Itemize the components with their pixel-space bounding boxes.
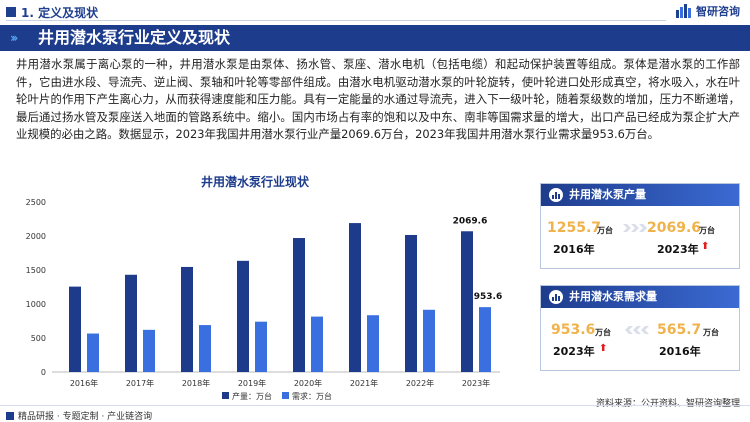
demand-card-title: 井用潜水泵需求量 [569, 290, 657, 303]
top-divider [6, 20, 666, 21]
y-tick-label: 1000 [26, 300, 46, 309]
up-arrow-icon: ⬆ [599, 343, 608, 354]
legend-label: 需求：万台 [292, 391, 332, 401]
demand-bar [367, 315, 379, 372]
bar-chart: 0 500 1000 1500 2000 2500 2016年 2017年 2018年 2019年… [26, 198, 503, 401]
footer-tagline: 精品研报 · 专题定制 · 产业链咨询 [6, 409, 152, 422]
demand-bar [87, 333, 99, 372]
production-bar [293, 238, 305, 372]
production-bar [181, 266, 193, 372]
production-card: 井用潜水泵产量 1255.7 万台 2016年 2069.6 万台 2023年 … [540, 183, 740, 269]
brand: 智研咨询 [676, 3, 740, 19]
y-tick-label: 2000 [26, 232, 46, 241]
production-data-label: 2069.6 [453, 216, 488, 226]
demand-bar [199, 325, 211, 372]
production-old-value: 1255.7 [547, 220, 602, 236]
demand-data-label: 953.6 [474, 292, 502, 302]
demand-card: 井用潜水泵需求量 953.6 万台 2023年 ⬆ 565.7 万台 2016年 [540, 285, 740, 371]
bar-chart-icon [549, 290, 563, 304]
footer-text: 精品研报 · 专题定制 · 产业链咨询 [18, 412, 153, 422]
x-tick-label: 2021年 [350, 378, 378, 388]
production-new-unit: 万台 [699, 226, 715, 235]
x-tick-label: 2023年 [462, 378, 490, 388]
top-bar: 1. 定义及现状 智研咨询 [0, 0, 750, 22]
chevrons-icon: ››› [10, 31, 19, 45]
production-card-title: 井用潜水泵产量 [569, 188, 646, 201]
demand-new-value: 953.6 [551, 322, 596, 338]
brand-name: 智研咨询 [696, 5, 740, 18]
x-tick-label: 2016年 [70, 378, 98, 388]
description-paragraph: 井用潜水泵属于离心泵的一种，井用潜水泵是由泵体、扬水管、泵座、潜水电机（包括电缆… [16, 57, 740, 142]
footer-square-icon [6, 411, 14, 420]
x-tick-label: 2020年 [294, 378, 322, 388]
x-tick-label: 2022年 [406, 378, 434, 388]
production-bar [405, 234, 417, 372]
production-bar [237, 260, 249, 372]
y-tick-label: 1500 [26, 266, 46, 275]
production-bar [461, 231, 473, 372]
legend-swatch [222, 392, 229, 399]
demand-old-value: 565.7 [657, 322, 702, 338]
y-tick-label: 500 [31, 334, 46, 343]
x-tick-label: 2017年 [126, 378, 154, 388]
demand-bar [255, 321, 267, 372]
demand-new-unit: 万台 [595, 328, 611, 337]
legend-label: 产量：万台 [232, 391, 272, 401]
demand-new-year: 2023年 [553, 345, 595, 358]
production-bar [69, 286, 81, 372]
x-tick-label: 2019年 [238, 378, 266, 388]
demand-old-year: 2016年 [659, 345, 701, 358]
x-tick-label: 2018年 [182, 378, 210, 388]
demand-bar [311, 316, 323, 372]
demand-old-unit: 万台 [703, 328, 719, 337]
demand-bar [423, 309, 435, 372]
section-square-icon [6, 7, 16, 17]
y-tick-label: 0 [41, 368, 46, 377]
y-tick-label: 2500 [26, 198, 46, 207]
brand-logo-icon [676, 4, 691, 18]
production-bar [125, 274, 137, 372]
production-card-header: 井用潜水泵产量 [541, 184, 739, 206]
production-old-unit: 万台 [597, 226, 613, 235]
page-title: 井用潜水泵行业定义及现状 [38, 28, 231, 47]
left-arrow-icon [625, 326, 649, 334]
section-tag: 1. 定义及现状 [6, 4, 98, 20]
production-new-year: 2023年 [657, 243, 699, 256]
production-bar [349, 223, 361, 372]
chart-title: 井用潜水泵行业现状 [200, 175, 309, 189]
production-old-year: 2016年 [553, 243, 595, 256]
right-arrow-icon [623, 224, 647, 232]
bar-chart-icon [549, 188, 563, 202]
footer-divider [0, 405, 750, 406]
demand-card-header: 井用潜水泵需求量 [541, 286, 739, 308]
production-new-value: 2069.6 [647, 220, 702, 236]
title-banner: ››› 井用潜水泵行业定义及现状 [0, 25, 750, 51]
legend-swatch [282, 392, 289, 399]
up-arrow-icon: ⬆ [701, 241, 710, 252]
demand-bar [479, 307, 491, 372]
source-note: 资料来源：公开资料、智研咨询整理 [595, 399, 740, 409]
demand-bar [143, 329, 155, 372]
section-title: 1. 定义及现状 [21, 5, 99, 20]
